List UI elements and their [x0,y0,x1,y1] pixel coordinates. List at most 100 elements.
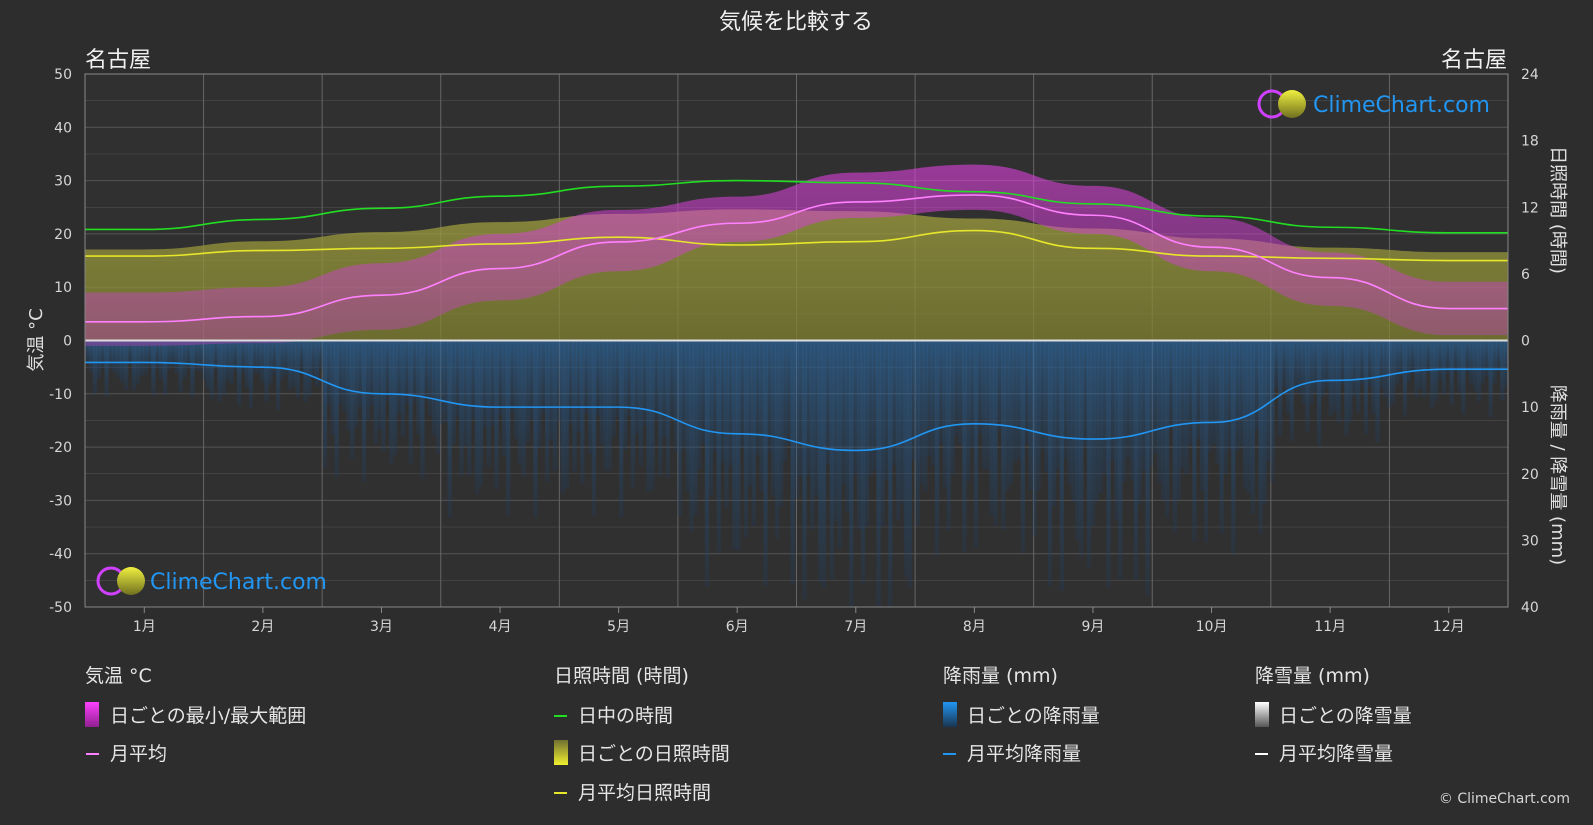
daily-rain-bar [1215,340,1220,464]
daily-rain-bar [139,340,144,376]
right-axis-label-precipitation: 降雨量 / 降雪量 (mm) [1547,385,1568,565]
daily-rain-bar [1328,340,1333,417]
daily-rain-bar [1266,340,1271,462]
daily-rain-bar [654,340,659,421]
daily-rain-bar [1453,340,1458,373]
daily-rain-bar [1379,340,1384,390]
daily-rain-bar [1445,340,1450,374]
daily-rain-bar [474,340,480,495]
daily-rain-bar [1242,340,1248,489]
daily-rain-bar [1079,340,1084,558]
daily-rain-bar [1005,340,1010,491]
daily-rain-bar [1484,340,1489,377]
daily-rain-bar [377,340,382,430]
daily-rain-bar [1137,340,1142,505]
daily-rain-bar [315,340,320,387]
daily-rain-bar [973,340,979,548]
daily-rain-bar [790,340,795,585]
month-tick-label: 11月 [1314,619,1346,635]
daily-rain-bar [1219,340,1224,534]
temperature-tick-label: -20 [49,440,72,456]
logo-sun-icon [117,567,145,595]
monthly-avg-sunshine-line [84,229,1508,262]
daily-rain-bar [1355,340,1361,413]
daily-rain-bar [1238,340,1244,447]
legend-heading-sunshine: 日照時間 (時間) [554,665,689,687]
daily-rain-bar [1426,340,1431,374]
daily-rain-bar [724,340,729,509]
sunshine-tick-label: 18 [1521,134,1539,150]
legend-item-daily-snow: 日ごとの降雪量 [1279,705,1412,727]
daily-rain-bar [778,340,784,507]
daily-rain-bar [1254,340,1259,431]
daily-rain-bar [509,340,515,413]
daily-rain-bar [100,340,105,369]
daily-rain-bar [88,340,94,372]
daily-rain-bar [517,340,523,466]
daily-rain-bar [529,340,534,421]
temperature-ticks: 50 40 30 20 10 0 -10 -20 -30 -40 -50 [49,67,72,616]
daily-rain-bar [977,340,983,434]
daily-rain-bar [1398,340,1404,378]
daily-rain-bar [1203,340,1209,543]
daily-rain-bar [1274,340,1279,388]
daily-rain-bar [638,340,643,466]
daily-rain-bar [381,340,386,452]
daily-rain-bar [1469,340,1474,384]
daily-rain-bar [373,340,378,445]
daily-rain-bar [747,340,753,486]
daily-rain-bar [821,340,827,589]
daily-rain-bar [1028,340,1033,490]
daily-rain-bar [1492,340,1497,384]
daily-rain-bar [170,340,176,367]
daily-rain-bar [1024,340,1029,443]
daily-rain-bar [213,340,218,370]
daily-rain-bar [572,340,577,472]
daily-rain-bar [143,340,148,375]
daily-rain-bar [1063,340,1068,459]
logo-text-bottom: ClimeChart.com [150,570,327,595]
daily-rain-bar [1414,340,1419,398]
daily-rain-bar [1172,340,1178,533]
daily-rain-bar [1118,340,1123,579]
daily-rain-bar [919,340,924,485]
legend-item-temp-avg: 月平均 [110,743,167,765]
daily-rain-bar [326,340,332,405]
daily-rain-bar [763,340,768,586]
daily-rain-bar [755,340,760,456]
temperature-tick-label: -10 [49,387,72,403]
daily-rain-bar [556,340,562,422]
daily-rain-bar [786,340,792,445]
daily-rain-bar [587,340,593,454]
daily-rain-bar [1153,340,1158,454]
daily-rain-bar [494,340,499,490]
daily-rain-bar [361,340,367,482]
month-ticks: 1月 2月 3月 4月 5月 6月 7月 8月 9月 10月 11月 12月 [133,607,1465,635]
daily-rain-bar [217,340,222,402]
daily-rain-bar [1367,340,1372,387]
daily-rain-bar [845,340,850,513]
temperature-tick-label: 10 [54,280,72,296]
daily-rain-bar [412,340,417,403]
daily-rain-bar [1250,340,1255,514]
daily-rain-bar [1430,340,1435,409]
legend-heading-snow: 降雪量 (mm) [1255,665,1370,687]
daily-rain-bar [739,340,745,449]
daily-rain-bar [478,340,484,487]
daily-rain-bar [872,340,877,471]
daily-rain-bar [506,340,511,516]
daily-rain-bar [264,340,269,402]
daily-rain-bar [85,340,90,365]
daily-rain-bar [1348,340,1353,423]
daily-rain-bar [533,340,538,518]
daily-rain-bar [127,340,133,365]
temperature-tick-label: 40 [54,120,72,136]
daily-rain-bar [201,340,207,380]
daily-rain-bar [1465,340,1470,374]
daily-rain-bar [876,340,881,607]
legend-swatch-daily-sunshine [554,740,568,765]
daily-rain-bar [155,340,160,369]
daily-rain-bar [1207,340,1213,452]
daily-rain-bar [459,340,464,476]
